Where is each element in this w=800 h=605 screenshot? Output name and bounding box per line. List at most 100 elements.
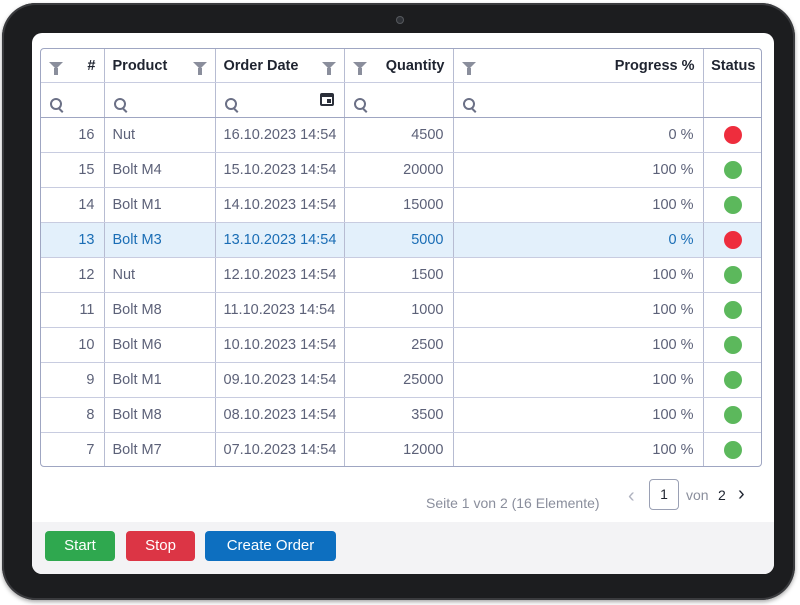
status-indicator bbox=[724, 371, 743, 389]
table-row[interactable]: 16 Nut 16.10.2023 14:54 4500 0 % bbox=[41, 117, 761, 153]
table-row[interactable]: 14 Bolt M1 14.10.2023 14:54 15000 100 % bbox=[41, 187, 761, 223]
table-row[interactable]: 9 Bolt M1 09.10.2023 14:54 25000 100 % bbox=[41, 362, 761, 398]
cell-order-date: 13.10.2023 14:54 bbox=[215, 222, 345, 258]
column-header-id[interactable]: # bbox=[41, 49, 105, 83]
filter-cell-order-date[interactable] bbox=[215, 82, 345, 118]
column-header-progress[interactable]: Progress % bbox=[453, 49, 704, 83]
column-header-label: Status bbox=[711, 57, 756, 74]
cell-order-date: 12.10.2023 14:54 bbox=[215, 257, 345, 293]
table-row[interactable]: 7 Bolt M7 07.10.2023 14:54 12000 100 % bbox=[41, 432, 761, 467]
screen: # Product Order Date bbox=[32, 33, 774, 574]
calendar-icon[interactable] bbox=[319, 93, 334, 106]
search-icon bbox=[224, 97, 237, 110]
table-row[interactable]: 8 Bolt M8 08.10.2023 14:54 3500 100 % bbox=[41, 397, 761, 433]
column-header-product[interactable]: Product bbox=[104, 49, 216, 83]
page-number-input[interactable]: 1 bbox=[649, 479, 679, 510]
column-header-order-date[interactable]: Order Date bbox=[215, 49, 345, 83]
cell-id: 9 bbox=[41, 362, 105, 398]
cell-quantity: 2500 bbox=[344, 327, 454, 363]
action-bar: Start Stop Create Order bbox=[32, 522, 774, 574]
cell-quantity: 4500 bbox=[344, 117, 454, 153]
table-row[interactable]: 15 Bolt M4 15.10.2023 14:54 20000 100 % bbox=[41, 152, 761, 188]
cell-status bbox=[703, 222, 761, 258]
cell-status bbox=[703, 362, 761, 398]
cell-status bbox=[703, 152, 761, 188]
cell-quantity: 12000 bbox=[344, 432, 454, 466]
cell-quantity: 15000 bbox=[344, 187, 454, 223]
search-icon bbox=[462, 97, 475, 110]
chevron-left-icon[interactable]: ‹ bbox=[628, 485, 635, 507]
cell-status bbox=[703, 397, 761, 433]
table-row[interactable]: 13 Bolt M3 13.10.2023 14:54 5000 0 % bbox=[41, 222, 761, 258]
cell-id: 12 bbox=[41, 257, 105, 293]
cell-status bbox=[703, 327, 761, 363]
table-row[interactable]: 10 Bolt M6 10.10.2023 14:54 2500 100 % bbox=[41, 327, 761, 363]
cell-product: Bolt M6 bbox=[104, 327, 216, 363]
stop-button[interactable]: Stop bbox=[126, 531, 195, 561]
start-button[interactable]: Start bbox=[45, 531, 115, 561]
filter-cell-progress[interactable] bbox=[453, 82, 704, 118]
status-indicator bbox=[724, 161, 743, 179]
cell-quantity: 1500 bbox=[344, 257, 454, 293]
status-indicator bbox=[724, 126, 743, 144]
cell-id: 11 bbox=[41, 292, 105, 328]
cell-status bbox=[703, 292, 761, 328]
pager-of-label: von bbox=[686, 487, 709, 503]
status-indicator bbox=[724, 231, 743, 249]
column-header-status[interactable]: Status bbox=[703, 49, 761, 83]
cell-progress: 100 % bbox=[453, 187, 704, 223]
cell-id: 15 bbox=[41, 152, 105, 188]
cell-id: 14 bbox=[41, 187, 105, 223]
funnel-icon[interactable] bbox=[352, 62, 367, 75]
column-header-label: # bbox=[87, 57, 96, 74]
pager-info: Seite 1 von 2 (16 Elemente) bbox=[426, 495, 600, 511]
cell-progress: 100 % bbox=[453, 432, 704, 466]
cell-order-date: 10.10.2023 14:54 bbox=[215, 327, 345, 363]
cell-order-date: 07.10.2023 14:54 bbox=[215, 432, 345, 466]
cell-product: Bolt M8 bbox=[104, 292, 216, 328]
status-indicator bbox=[724, 301, 743, 319]
column-header-quantity[interactable]: Quantity bbox=[344, 49, 454, 83]
filter-cell-quantity[interactable] bbox=[344, 82, 454, 118]
cell-progress: 100 % bbox=[453, 257, 704, 293]
search-icon bbox=[50, 97, 62, 110]
filter-cell-product[interactable] bbox=[104, 82, 216, 118]
status-indicator bbox=[724, 196, 743, 214]
cell-product: Bolt M4 bbox=[104, 152, 216, 188]
cell-status bbox=[703, 433, 761, 467]
funnel-icon[interactable] bbox=[192, 62, 207, 75]
cell-id: 8 bbox=[41, 397, 105, 433]
filter-row bbox=[41, 82, 761, 118]
table-row[interactable]: 11 Bolt M8 11.10.2023 14:54 1000 100 % bbox=[41, 292, 761, 328]
funnel-icon[interactable] bbox=[49, 62, 63, 75]
cell-progress: 100 % bbox=[453, 362, 704, 398]
chevron-right-icon[interactable]: › bbox=[738, 483, 745, 505]
cell-progress: 0 % bbox=[453, 117, 704, 153]
cell-order-date: 11.10.2023 14:54 bbox=[215, 292, 345, 328]
cell-product: Bolt M1 bbox=[104, 187, 216, 223]
camera bbox=[396, 16, 404, 24]
cell-progress: 100 % bbox=[453, 152, 704, 188]
status-indicator bbox=[724, 266, 743, 284]
cell-product: Nut bbox=[104, 117, 216, 153]
orders-table: # Product Order Date bbox=[41, 49, 761, 467]
create-order-button[interactable]: Create Order bbox=[205, 531, 336, 561]
cell-order-date: 14.10.2023 14:54 bbox=[215, 187, 345, 223]
cell-id: 13 bbox=[41, 222, 105, 258]
funnel-icon[interactable] bbox=[321, 62, 336, 75]
cell-product: Bolt M3 bbox=[104, 222, 216, 258]
column-header-label: Quantity bbox=[385, 57, 445, 74]
funnel-icon[interactable] bbox=[461, 62, 476, 75]
column-header-label: Order Date bbox=[223, 57, 299, 74]
cell-product: Bolt M7 bbox=[104, 432, 216, 466]
cell-status bbox=[703, 187, 761, 223]
cell-status bbox=[703, 257, 761, 293]
cell-order-date: 16.10.2023 14:54 bbox=[215, 117, 345, 153]
status-indicator bbox=[724, 441, 743, 459]
table-row[interactable]: 12 Nut 12.10.2023 14:54 1500 100 % bbox=[41, 257, 761, 293]
cell-quantity: 25000 bbox=[344, 362, 454, 398]
cell-id: 7 bbox=[41, 432, 105, 466]
cell-product: Bolt M8 bbox=[104, 397, 216, 433]
filter-cell-id[interactable] bbox=[41, 82, 105, 118]
cell-product: Nut bbox=[104, 257, 216, 293]
